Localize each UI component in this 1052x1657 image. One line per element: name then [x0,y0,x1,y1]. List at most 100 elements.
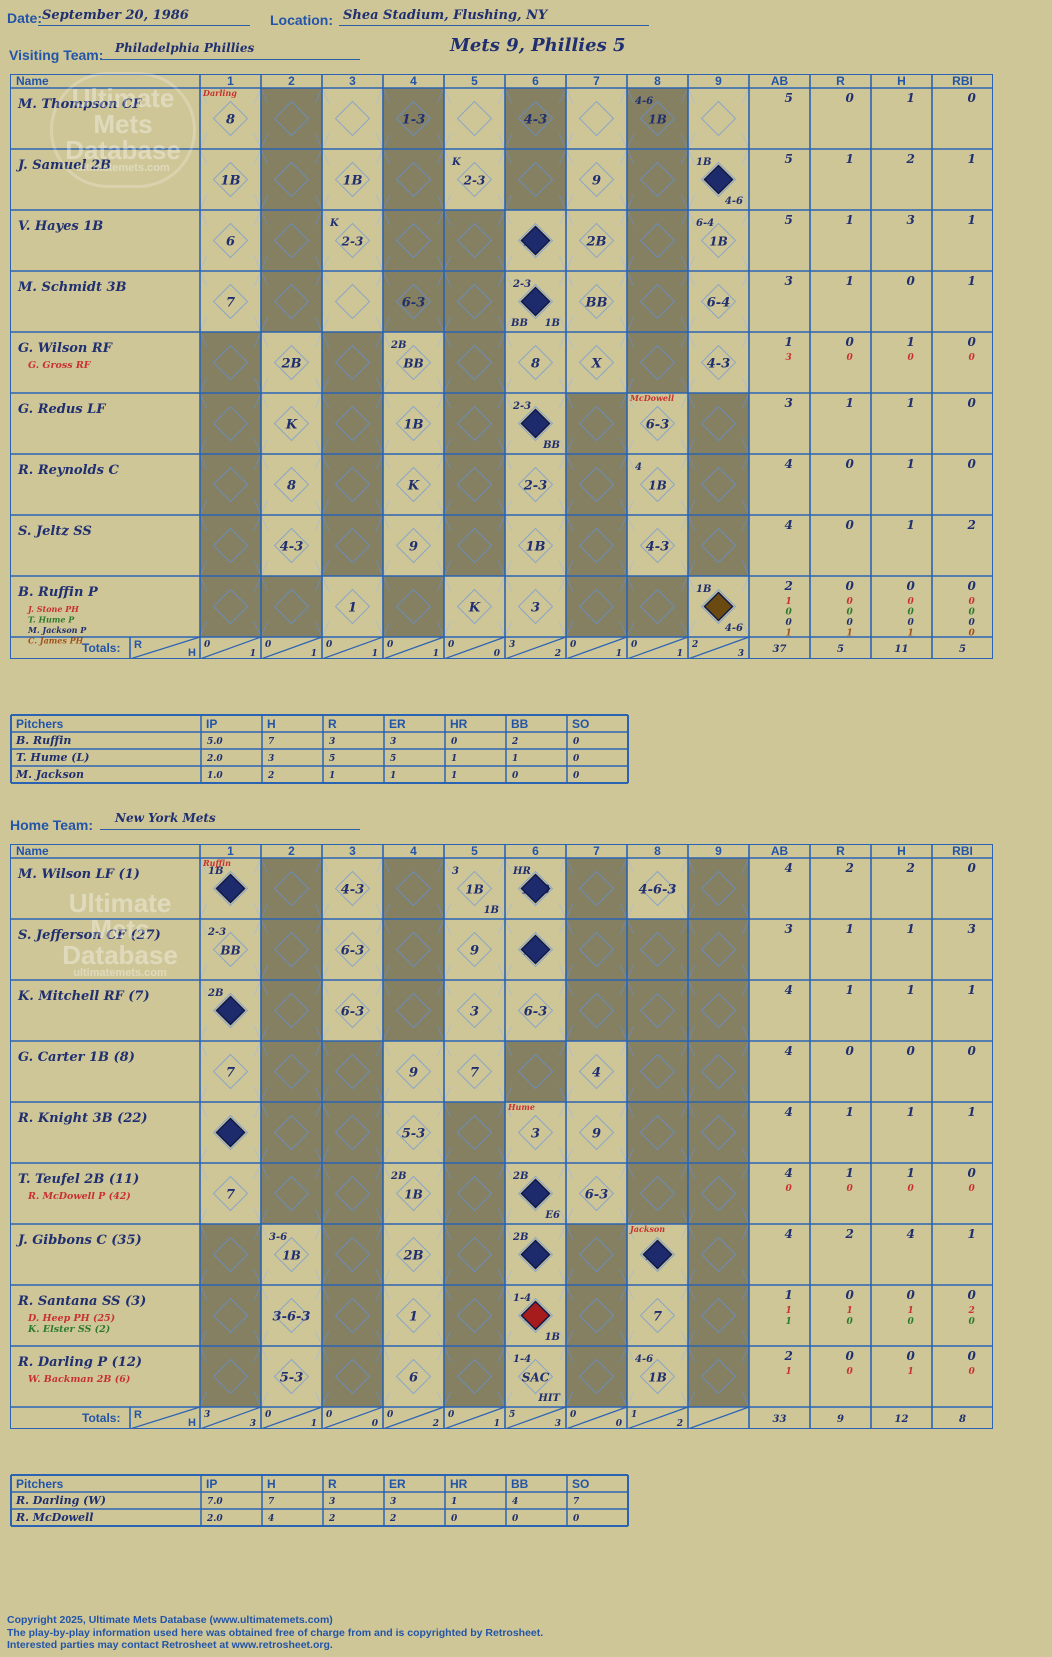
cell-guide-line [260,560,269,577]
base-diamond [700,1358,737,1395]
inning-cell [627,858,688,919]
cell-guide-line [687,1269,696,1286]
cell-guide-line [565,316,574,333]
player-name: M. Wilson LF (1) [17,867,140,882]
inning-cell [688,858,749,919]
cell-guide-line [680,1223,689,1240]
cell-guide-line [382,255,391,272]
base-diamond [395,1053,432,1090]
date-underline [38,24,250,26]
cell-guide-line [321,1101,330,1118]
cell-guide-line [321,1269,330,1286]
watermark-text: Database [65,135,181,165]
cell-guide-line [443,903,452,920]
totals-slash [199,636,262,660]
cell-guide-line [382,1025,391,1042]
inning-cell [322,88,383,149]
cell-guide-line [436,453,445,470]
pitching-stat: 0 [573,754,580,764]
play-notation: BB [219,944,240,958]
play-notation: K [468,601,481,616]
cell-guide-line [375,857,384,874]
cell-guide-line [436,560,445,577]
inning-cell [566,1102,627,1163]
cell-guide-line [741,133,750,150]
base-diamond [700,527,737,564]
cell-guide-line [253,148,262,165]
inning-cell [566,919,627,980]
inning-hits: 1 [433,649,439,659]
cell-guide-line [558,1345,567,1362]
base-diamond [273,588,310,625]
watermark-text: ultimatemets.com [73,967,167,979]
inning-cell [688,1346,749,1407]
cell-guide-line [314,392,323,409]
base-diamond [700,992,737,1029]
inning-cell [383,210,444,271]
inning-runs: 0 [204,640,211,650]
play-notation: 4-3 [280,540,304,555]
cell-guide-line [321,575,330,592]
cell-guide-line [443,194,452,211]
stat-value: 0 [845,579,854,593]
substitute-name: W. Backman 2B (6) [28,1374,130,1385]
cell-guide-line [680,438,689,455]
run-scored-diamond [215,1117,246,1148]
cell-guide-line [626,270,635,287]
base-diamond [212,405,249,442]
cell-guide-line [443,331,452,348]
run-scored-diamond [520,873,551,904]
cell-guide-line [687,903,696,920]
inning-runs: 0 [448,640,455,650]
cell-guide-line [314,1040,323,1057]
cell-guide-line [375,964,384,981]
cell-guide-line [626,979,635,996]
play-notation: 1B [282,1249,301,1263]
inning-cell [261,1224,322,1285]
cell-guide-line [497,964,506,981]
inning-cell [688,1102,749,1163]
inning-cell [322,858,383,919]
player-name: J. Gibbons C (35) [15,1233,142,1248]
pitching-stat: 1 [451,754,457,764]
play-notation: 6-3 [646,418,670,433]
totals-label: Totals: [82,641,120,655]
cell-guide-line [260,1330,269,1347]
retrosheet-notice: The play-by-play information used here w… [7,1626,544,1639]
cell-guide-line [443,1330,452,1347]
cell-guide-line [321,1330,330,1347]
base-diamond [517,405,554,442]
base-diamond [273,466,310,503]
cell-guide-line [565,377,574,394]
play-notation: 5-3 [402,1127,426,1142]
base-diamond [578,1297,615,1334]
base-diamond [212,1053,249,1090]
inning-cell [627,1041,688,1102]
cell-guide-line [565,331,574,348]
stat-value: 0 [967,91,976,105]
inning-runs: 5 [509,1410,515,1420]
cell-guide-line [504,87,513,104]
column-header-name: Name [16,74,49,88]
cell-guide-line [199,1284,208,1301]
substitute-name: G. Gross RF [28,360,92,371]
cell-guide-line [565,1040,574,1057]
cell-guide-line [619,1330,628,1347]
cell-guide-line [741,918,750,935]
cell-guide-line [199,438,208,455]
cell-guide-line [504,575,513,592]
cell-guide-line [314,903,323,920]
cell-guide-line [619,1223,628,1240]
cell-guide-line [741,331,750,348]
stat-header: AB [771,74,789,88]
cell-guide-line [619,560,628,577]
cell-guide-line [687,514,696,531]
cell-guide-line [321,377,330,394]
game-date: September 20, 1986 [42,8,189,23]
cell-guide-line [626,1040,635,1057]
pitching-stat: 1 [329,771,335,781]
base-diamond [578,1053,615,1090]
cell-guide-line [558,87,567,104]
pitching-stat: 4 [268,1514,274,1524]
cell-guide-line [558,499,567,516]
